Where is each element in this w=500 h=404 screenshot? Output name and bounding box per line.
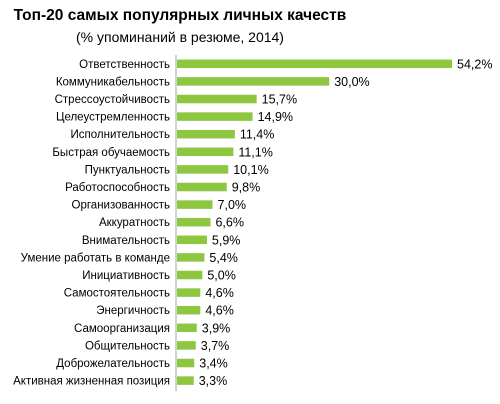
- bar: [177, 323, 197, 333]
- bar: [177, 305, 201, 315]
- category-label: Организованность: [72, 200, 170, 212]
- category-label: Коммуникабельность: [56, 76, 170, 88]
- bar: [177, 129, 235, 139]
- bar: [177, 112, 253, 121]
- value-label: 11,4%: [240, 128, 275, 142]
- bar: [177, 77, 330, 86]
- category-label: Ответственность: [79, 59, 170, 71]
- value-label: 9,8%: [232, 181, 261, 195]
- value-label: 15,7%: [262, 93, 297, 107]
- bar: [177, 341, 196, 350]
- bar: [177, 235, 207, 245]
- bar: [177, 59, 452, 69]
- bar: [177, 200, 213, 209]
- value-label: 5,9%: [212, 233, 241, 247]
- bar: [177, 94, 257, 104]
- chart-subtitle: (% упоминаний в резюме, 2014): [76, 29, 284, 45]
- category-label: Внимательность: [82, 235, 170, 247]
- value-label: 30,0%: [334, 75, 369, 89]
- bar: [177, 270, 203, 280]
- bar: [177, 288, 201, 297]
- category-label: Самоорганизация: [74, 323, 170, 335]
- category-label: Стрессоустойчивость: [55, 94, 170, 106]
- value-label: 5,4%: [209, 251, 238, 265]
- value-label: 7,0%: [218, 198, 247, 212]
- bar: [177, 147, 234, 157]
- value-label: 5,0%: [207, 269, 236, 283]
- value-label: 4,6%: [205, 304, 234, 318]
- bar: [177, 182, 227, 192]
- category-label: Активная жизненная позиция: [13, 376, 170, 388]
- category-label: Работоспособность: [65, 182, 170, 194]
- bar: [177, 165, 229, 174]
- value-labels: 54,2% 30,0% 15,7% 14,9% 11,4% 11,1% 10,1% 9,8% 7…: [199, 57, 493, 388]
- value-label: 11,1%: [238, 145, 273, 159]
- bar: [177, 358, 195, 368]
- value-label: 10,1%: [233, 163, 268, 177]
- chart-title: Топ-20 самых популярных личных качеств: [13, 7, 347, 24]
- category-label: Самостоятельность: [64, 288, 170, 300]
- bar: [177, 253, 205, 262]
- value-label: 3,3%: [199, 374, 228, 388]
- category-label: Целеустремленность: [56, 112, 170, 124]
- value-label: 3,4%: [199, 357, 228, 371]
- category-label: Умение работать в команде: [21, 252, 170, 264]
- bar: [177, 376, 194, 385]
- value-label: 14,9%: [258, 110, 293, 124]
- category-label: Общительность: [85, 340, 170, 352]
- value-label: 54,2%: [457, 57, 492, 71]
- bars-group: [177, 59, 452, 385]
- value-label: 3,9%: [202, 321, 231, 335]
- category-label: Аккуратность: [99, 217, 170, 229]
- bar: [177, 217, 211, 227]
- category-label: Исполнительность: [71, 129, 170, 141]
- value-label: 4,6%: [205, 286, 234, 300]
- category-labels: Ответственность Коммуникабельность Стрессо…: [13, 59, 170, 388]
- value-label: 6,6%: [215, 216, 244, 230]
- category-label: Энергичность: [96, 305, 170, 317]
- category-label: Пунктуальность: [85, 164, 170, 176]
- category-label: Доброжелательность: [56, 358, 170, 370]
- category-label: Быстрая обучаемость: [52, 147, 170, 159]
- category-label: Инициативность: [82, 270, 170, 282]
- value-label: 3,7%: [201, 339, 230, 353]
